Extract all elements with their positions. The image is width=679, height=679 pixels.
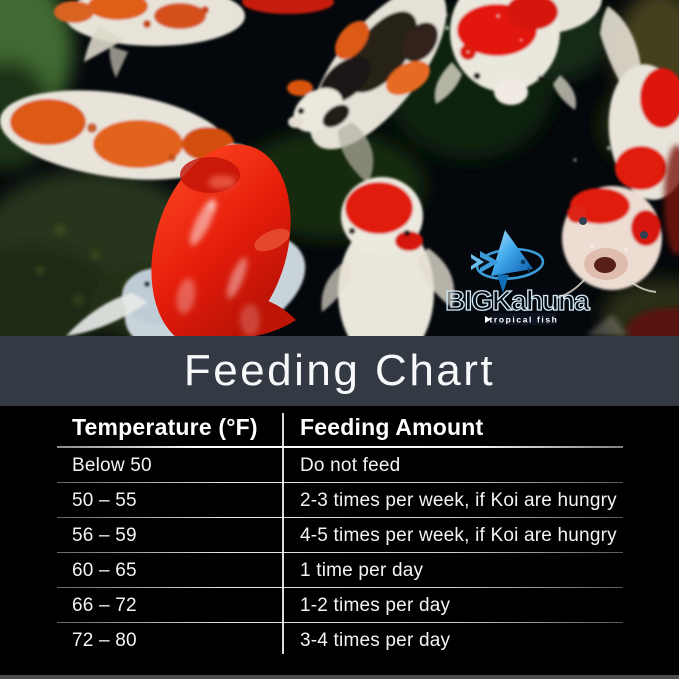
temperature-cell: 50 – 55 (72, 489, 137, 511)
column-divider-line (282, 413, 284, 654)
feeding-amount-cell: 2-3 times per week, if Koi are hungry (300, 489, 617, 511)
koi-partials (242, 0, 679, 336)
koi-bright-red (151, 144, 296, 336)
bottom-edge-strip (0, 675, 679, 679)
brand-tagline: tropical fish (490, 315, 559, 325)
feeding-amount-column-header: Feeding Amount (300, 413, 484, 440)
table-row: Below 50 Do not feed (57, 448, 623, 483)
page-title: Feeding Chart (183, 346, 496, 395)
table-row: 72 – 80 3-4 times per day (57, 623, 623, 658)
temperature-cell: 56 – 59 (72, 524, 137, 546)
temperature-cell: Below 50 (72, 454, 152, 476)
table-body: Below 50 Do not feed 50 – 55 2-3 times per … (57, 448, 623, 658)
temperature-column-header: Temperature (°F) (72, 413, 258, 440)
koi-white-orange-top (54, 0, 245, 78)
brand-tagline-bar: tropical fish (485, 313, 559, 325)
feeding-amount-cell: 4-5 times per week, if Koi are hungry (300, 524, 617, 546)
table-row: 56 – 59 4-5 times per week, if Koi are hu… (57, 518, 623, 553)
water-glints (444, 14, 611, 162)
title-banner: Feeding Chart (0, 336, 679, 406)
brand-name: BIGKahuna (445, 285, 590, 316)
brand-logo: BIGKahuna tropical fish (430, 224, 606, 332)
temperature-cell: 60 – 65 (72, 559, 137, 581)
table-row: 66 – 72 1-2 times per day (57, 588, 623, 623)
table-row: 60 – 65 1 time per day (57, 553, 623, 588)
feeding-amount-cell: 3-4 times per day (300, 629, 451, 651)
koi-white-orange-left (0, 90, 249, 180)
feeding-table: Temperature (°F) Feeding Amount Below 50… (57, 406, 623, 658)
table-header-row: Temperature (°F) Feeding Amount (57, 406, 623, 448)
koi-red-head-top (434, 0, 602, 110)
temperature-cell: 72 – 80 (72, 629, 137, 651)
feeding-table-area: Temperature (°F) Feeding Amount Below 50… (0, 406, 679, 679)
temperature-cell: 66 – 72 (72, 594, 137, 616)
koi-pond-photo: BIGKahuna tropical fish (0, 0, 679, 336)
table-row: 50 – 55 2-3 times per week, if Koi are hu… (57, 483, 623, 518)
brand-fish-icon (471, 230, 545, 293)
brand-logo-graphic: BIGKahuna tropical fish (445, 230, 592, 325)
feeding-amount-cell: 1-2 times per day (300, 594, 451, 616)
koi-pond-scene (0, 0, 679, 336)
feeding-amount-cell: 1 time per day (300, 559, 424, 581)
feeding-amount-cell: Do not feed (300, 454, 401, 476)
koi-red-crown-bottom (321, 177, 455, 336)
koi-calico-center (287, 0, 448, 184)
